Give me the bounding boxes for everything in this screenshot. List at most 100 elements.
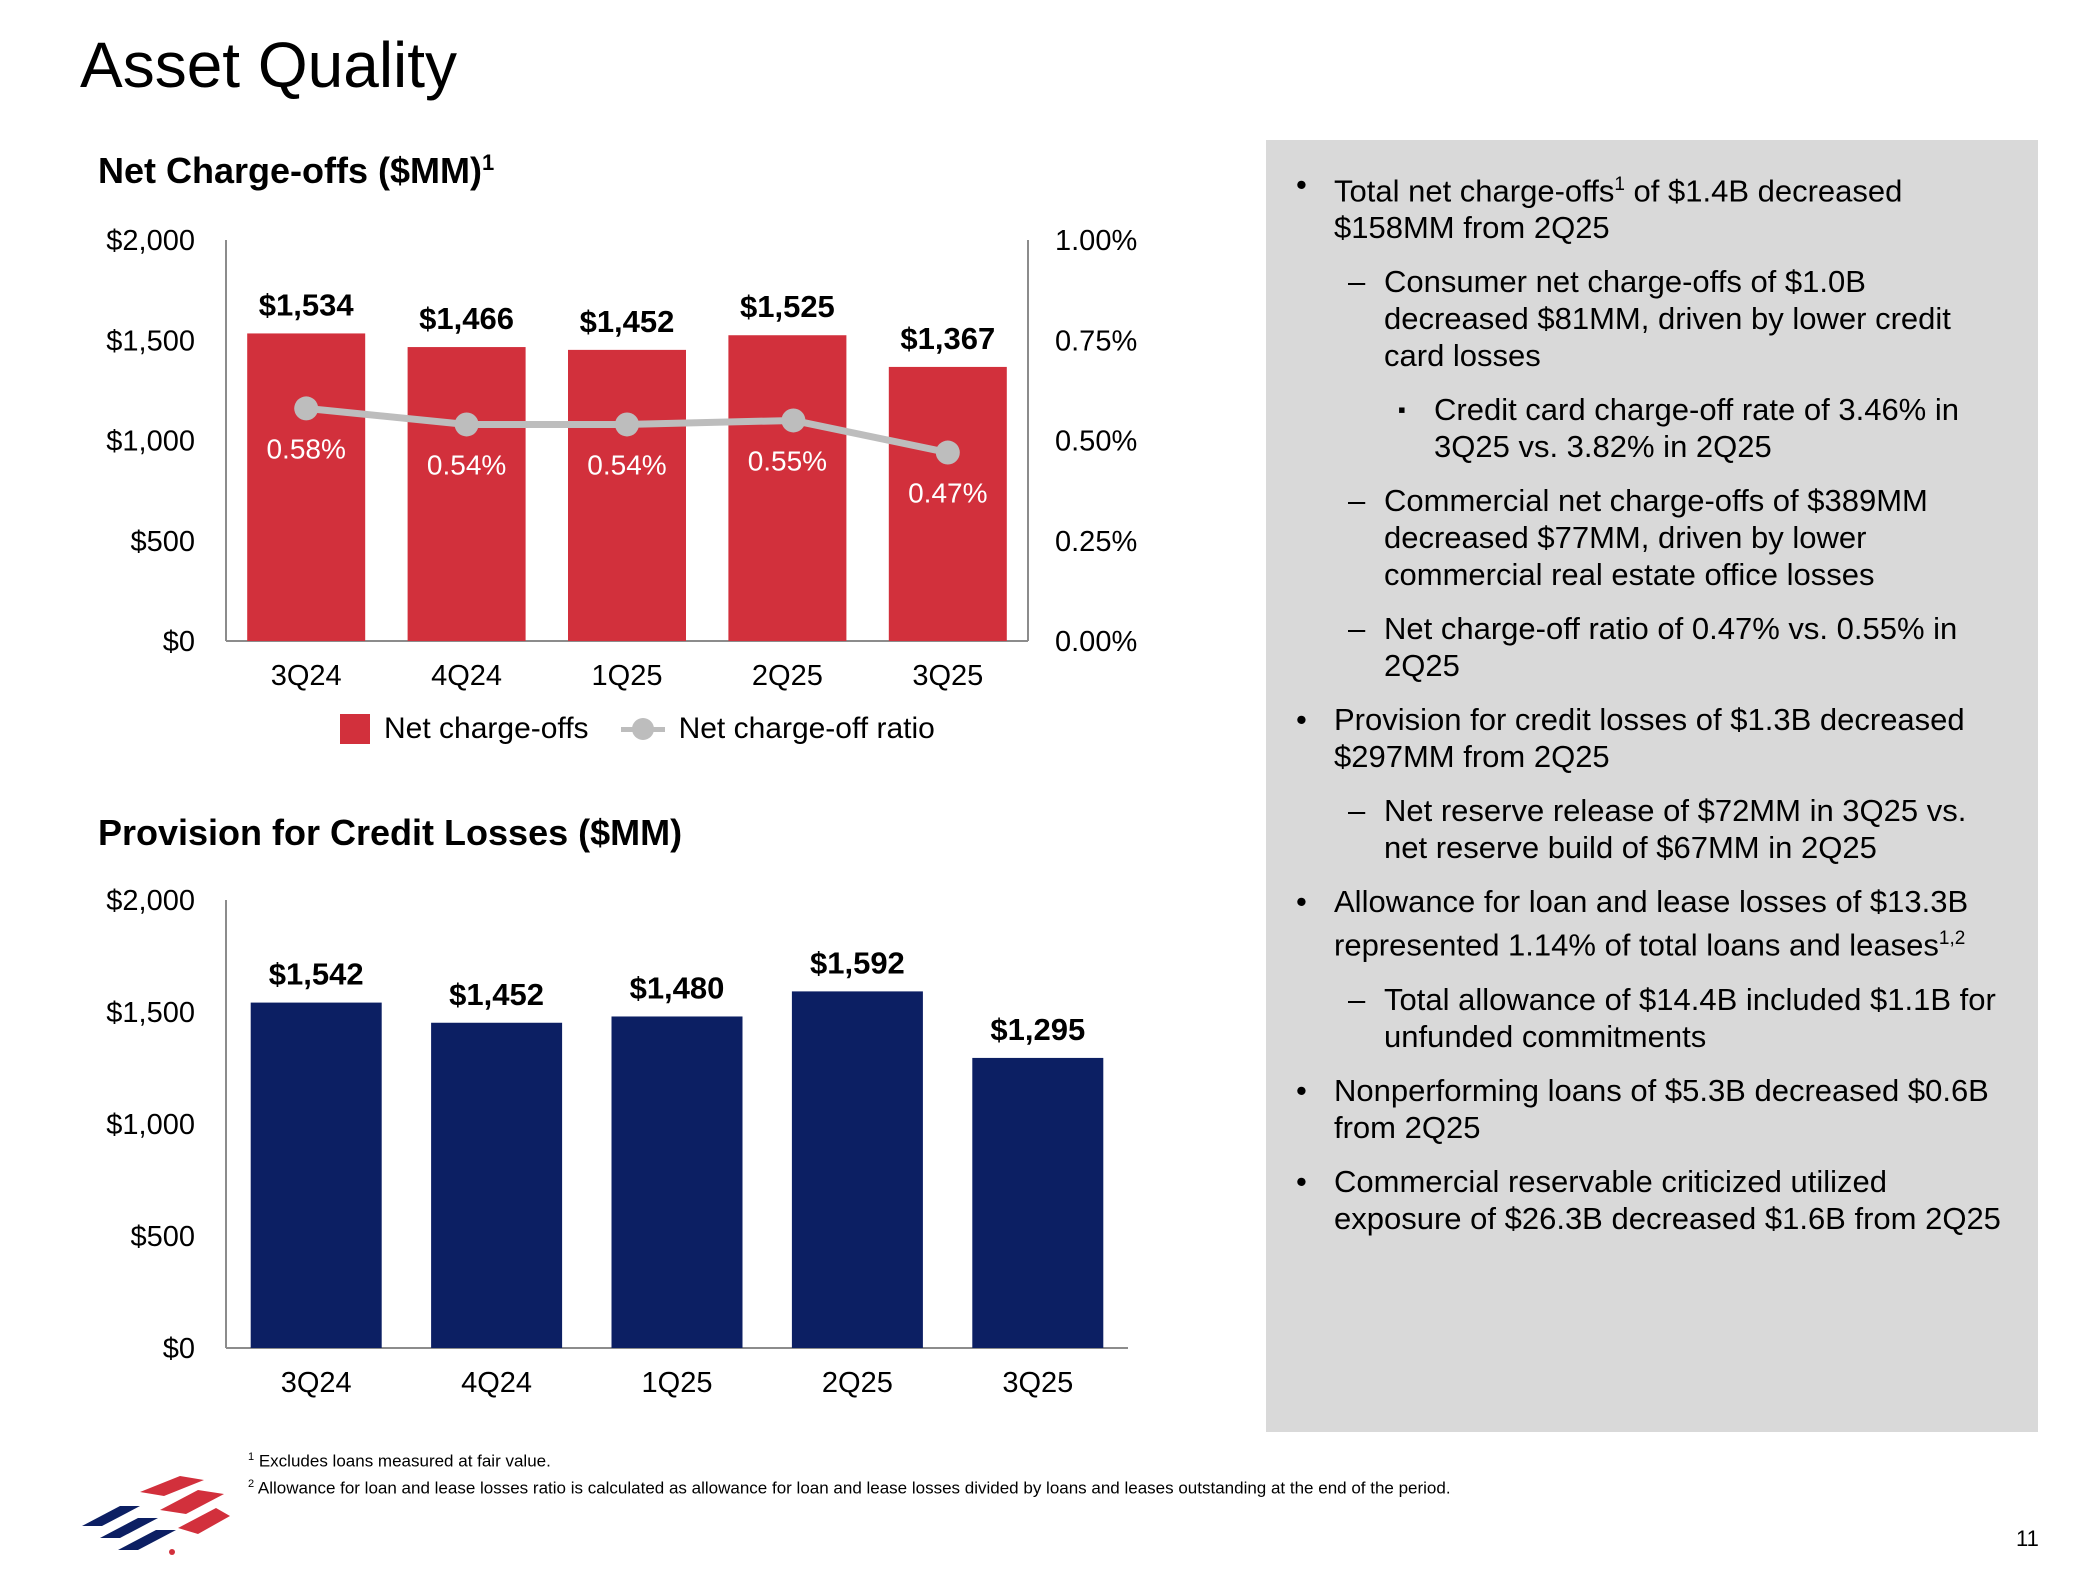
chart2-x-tick-label: 3Q24 [281,1367,352,1399]
bullet-footnote-ref: 1,2 [1938,928,1966,950]
bullet-marker: ▪ [1398,397,1406,423]
bullet-marker: – [1348,264,1366,300]
chart1-y-tick-label: $1,000 [106,426,195,458]
chart2-bar [250,1002,382,1348]
chart1-title-footnote: 1 [482,150,495,175]
bullet-text: Consumer net charge-offs of $1.0B decrea… [1384,264,1951,374]
chart1-bar-value-label: $1,367 [900,321,995,356]
chart1-bar-value-label: $1,525 [740,289,835,324]
chart2-bar-value-label: $1,592 [810,945,905,980]
chart1-ratio-marker [294,396,319,421]
bullet-text: Total net charge-offs [1334,173,1615,209]
chart2-bar-value-label: $1,480 [630,970,725,1005]
chart1-bar-value-label: $1,534 [259,287,355,322]
footnote-2-mark: 2 [248,1477,255,1490]
bullet-text: Net charge-off ratio of 0.47% vs. 0.55% … [1384,611,1958,684]
chart2-bar [611,1016,743,1348]
chart1-title-text: Net Charge-offs ($MM) [98,150,482,191]
chart2-y-tick-label: $1,500 [106,997,195,1029]
legend-bars-label: Net charge-offs [384,712,589,745]
chart1-title: Net Charge-offs ($MM)1 [98,150,494,192]
bullet-level-1: • Provision for credit losses of $1.3B de… [1280,701,2008,775]
chart2-bar [972,1057,1104,1348]
bullet-level-1: • Nonperforming loans of $5.3B decreased … [1280,1072,2008,1146]
chart1-ratio-label: 0.47% [908,478,987,509]
bullet-level-2: – Consumer net charge-offs of $1.0B decre… [1280,263,2008,374]
chart1-ratio-label: 0.54% [587,449,666,480]
bullet-level-2: – Commercial net charge-offs of $389MM de… [1280,482,2008,593]
chart1-bar-value-label: $1,452 [580,304,675,339]
legend-bar-swatch [340,714,370,744]
chart1-y-tick-label: $2,000 [106,225,195,257]
chart2-y-tick-label: $0 [163,1333,195,1365]
chart1-y-tick-label: $0 [163,626,195,658]
chart2-x-tick-label: 4Q24 [461,1367,532,1399]
bullet-marker: – [1348,793,1366,829]
chart1-bar [568,349,686,641]
bullet-level-2: – Net charge-off ratio of 0.47% vs. 0.55%… [1280,610,2008,684]
bullet-text: Credit card charge-off rate of 3.46% in … [1434,392,1959,465]
bullet-text: Allowance for loan and lease losses of $… [1334,884,1969,963]
page-number: 11 [2016,1526,2039,1551]
chart1-legend: Net charge-offs Net charge-off ratio [340,712,967,746]
bullet-marker: • [1296,167,1307,202]
bank-flag-logo [82,1476,230,1555]
bullet-level-2: – Net reserve release of $72MM in 3Q25 vs… [1280,792,2008,866]
legend-line-label: Net charge-off ratio [678,712,935,745]
chart2-title: Provision for Credit Losses ($MM) [98,812,683,853]
legend-item-net-charge-offs: Net charge-offs [340,712,589,746]
chart2-bar-value-label: $1,295 [990,1012,1085,1047]
bullet-text: Commercial net charge-offs of $389MM dec… [1384,483,1928,593]
chart1-y2-tick-label: 1.00% [1055,225,1137,257]
chart1-x-tick-label: 2Q25 [752,660,823,692]
chart2-x-tick-label: 3Q25 [1002,1367,1073,1399]
chart2-x-tick-label: 1Q25 [642,1367,713,1399]
provision-chart: $0 $500 $1,000 $1,500 $2,000 $1,542 3Q24 $1,452… [106,885,1128,1399]
chart1-x-tick-label: 3Q24 [271,660,342,692]
bullet-marker: • [1296,1163,1307,1199]
chart1-ratio-marker [781,408,806,433]
chart1-ratio-marker [454,412,479,437]
chart1-bar [728,335,847,641]
page-title: Asset Quality [80,29,458,101]
bullet-text: Provision for credit losses of $1.3B dec… [1334,702,1965,775]
bullet-footnote-ref: 1 [1614,174,1625,195]
bullet-marker: – [1348,483,1366,519]
bullet-text-continued: of $1.4B decreased $158MM from 2Q25 [1334,173,1903,246]
chart1-x-tick-label: 3Q25 [912,660,983,692]
chart2-bar [431,1022,563,1348]
chart1-ratio-marker [935,440,960,465]
bullet-text: Commercial reservable criticized utilize… [1334,1163,2001,1236]
chart1-y2-tick-label: 0.25% [1055,526,1137,558]
bullet-marker: – [1348,981,1366,1017]
footnote-1-text: Excludes loans measured at fair value. [254,1451,551,1471]
bullet-marker: • [1296,702,1307,738]
chart2-bar-value-label: $1,452 [449,977,544,1012]
chart1-y-tick-label: $500 [130,526,195,558]
bullet-level-3: ▪ Credit card charge-off rate of 3.46% in… [1280,391,2008,465]
footnote-2: 2 Allowance for loan and lease losses ra… [248,1473,1451,1500]
legend-line-marker [620,714,665,744]
bullet-level-1: • Commercial reservable criticized utiliz… [1280,1163,2008,1237]
chart1-x-tick-label: 1Q25 [592,660,663,692]
chart1-ratio-marker [615,412,639,437]
chart1-bar-value-label: $1,466 [419,301,514,336]
chart2-bar [791,991,923,1348]
chart1-bar [888,366,1007,641]
bullet-level-2: – Total allowance of $14.4B included $1.1… [1280,981,2008,1055]
bullet-marker: • [1296,1072,1307,1108]
bullet-level-1: • Total net charge-offs1 of $1.4B decreas… [1280,166,2008,246]
chart1-ratio-label: 0.55% [748,445,827,476]
chart1-bar [247,333,366,641]
bullet-marker: • [1296,884,1307,920]
chart1-y2-tick-label: 0.00% [1055,626,1137,658]
chart1-ratio-label: 0.58% [266,433,345,464]
chart1-y2-tick-label: 0.75% [1055,325,1137,357]
chart2-y-tick-label: $2,000 [106,885,195,917]
chart2-y-tick-label: $1,000 [106,1109,195,1141]
bullet-text: Total allowance of $14.4B included $1.1B… [1384,981,1996,1054]
chart2-y-tick-label: $500 [130,1221,195,1253]
bullet-level-1: • Allowance for loan and lease losses of … [1280,883,2008,963]
chart1-y-tick-label: $1,500 [106,325,195,357]
bullet-text: Net reserve release of $72MM in 3Q25 vs.… [1384,793,1967,866]
